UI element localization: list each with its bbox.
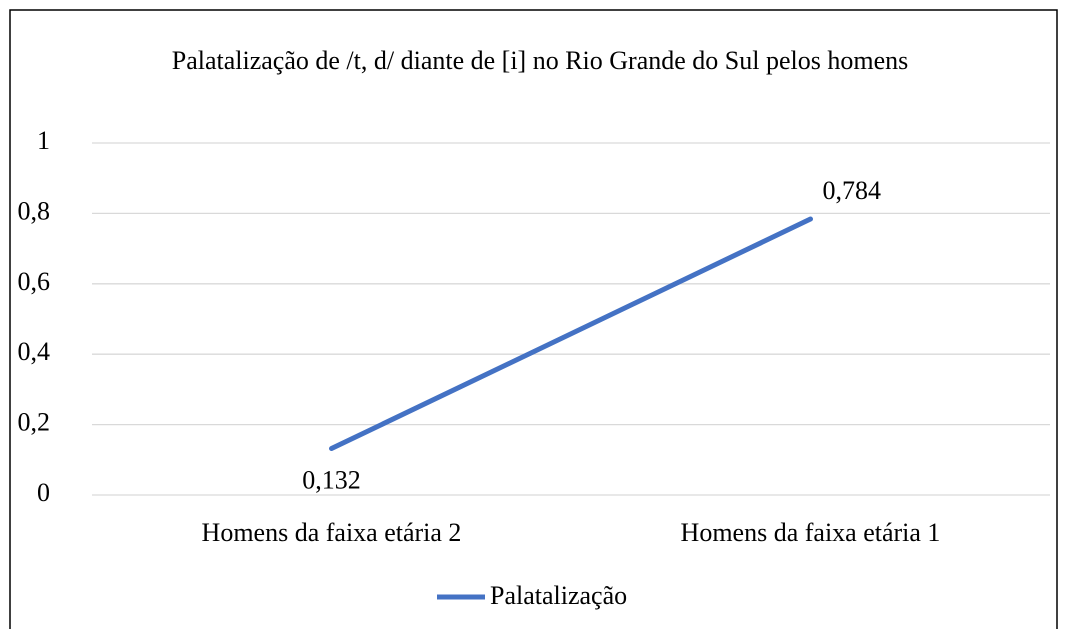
x-tick-label: Homens da faixa etária 1 [681,518,941,547]
y-tick-label: 0,8 [18,196,51,225]
data-label: 0,132 [302,466,361,495]
y-tick-label: 0,2 [18,408,51,437]
y-tick-label: 0 [37,478,50,507]
y-tick-label: 0,4 [18,337,51,366]
x-tick-label: Homens da faixa etária 2 [202,518,462,547]
y-tick-label: 0,6 [18,267,51,296]
chart-frame [9,9,1058,629]
chart-title: Palatalização de /t, d/ diante de [i] no… [171,46,909,75]
data-label: 0,784 [823,176,882,205]
data-line [329,216,813,452]
legend-label: Palatalização [490,581,627,610]
y-tick-label: 1 [37,126,50,155]
